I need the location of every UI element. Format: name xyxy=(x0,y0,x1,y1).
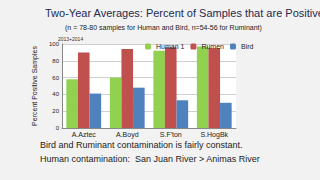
svg-text:Percent Positive Samples: Percent Positive Samples xyxy=(31,46,39,126)
svg-text:80: 80 xyxy=(52,58,59,64)
svg-text:A.Aztec: A.Aztec xyxy=(72,131,97,138)
svg-text:S.HogBk: S.HogBk xyxy=(200,131,228,139)
svg-text:S.F'ton: S.F'ton xyxy=(160,131,182,138)
svg-text:Rumen: Rumen xyxy=(201,43,224,50)
svg-text:2013+2014: 2013+2014 xyxy=(58,36,83,42)
svg-text:40: 40 xyxy=(52,91,59,97)
svg-text:Bird: Bird xyxy=(241,43,254,50)
svg-text:Bird and Ruminant contaminatio: Bird and Ruminant contamination is fairl… xyxy=(40,140,243,150)
svg-text:A.Boyd: A.Boyd xyxy=(116,131,139,139)
svg-text:100: 100 xyxy=(49,41,60,47)
svg-text:Human 1: Human 1 xyxy=(156,43,185,50)
svg-text:Human contamination: San Juan: Human contamination: San Juan River > An… xyxy=(40,154,260,164)
svg-text:20: 20 xyxy=(52,108,59,114)
svg-text:(n = 78-80 samples for Human a: (n = 78-80 samples for Human and Bird, n… xyxy=(65,24,262,32)
svg-text:0: 0 xyxy=(56,125,60,131)
svg-text:Two-Year Averages: Percent of: Two-Year Averages: Percent of Samples th… xyxy=(45,7,320,19)
svg-text:60: 60 xyxy=(52,75,59,81)
